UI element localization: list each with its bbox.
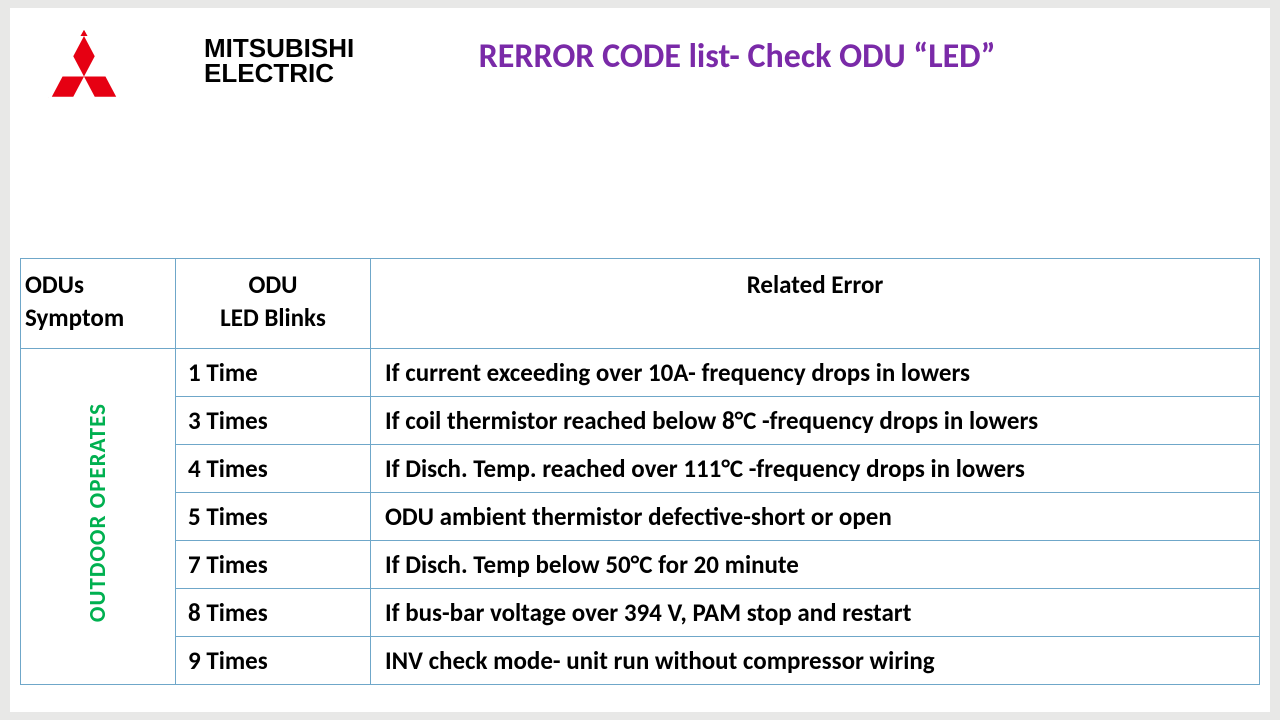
cell-error: INV check mode- unit run without compres…	[371, 637, 1260, 685]
col-header-error: Related Error	[371, 259, 1260, 349]
brand-logo: MITSUBISHI ELECTRIC	[48, 30, 354, 92]
table-row: 9 TimesINV check mode- unit run without …	[21, 637, 1260, 685]
col-header-blinks-l2: LED Blinks	[220, 302, 326, 333]
cell-error: If Disch. Temp below 50°C for 20 minute	[371, 541, 1260, 589]
cell-error: If coil thermistor reached below 8°C -fr…	[371, 397, 1260, 445]
col-header-symptom-l1: ODUs	[25, 269, 169, 302]
error-table-container: ODUsSymptom ODU LED Blinks Related Error…	[20, 258, 1260, 685]
col-header-blinks: ODU LED Blinks	[176, 259, 371, 349]
error-code-table: ODUsSymptom ODU LED Blinks Related Error…	[20, 258, 1260, 685]
brand-line2: ELECTRIC	[204, 61, 354, 86]
table-row: 5 TimesODU ambient thermistor defective-…	[21, 493, 1260, 541]
symptom-cell: OUTDOOR OPERATES	[21, 349, 176, 685]
col-header-symptom-l2: Symptom	[25, 302, 169, 335]
table-row: 4 TimesIf Disch. Temp. reached over 111°…	[21, 445, 1260, 493]
header: MITSUBISHI ELECTRIC RERROR CODE list- Ch…	[10, 8, 1270, 92]
cell-error: If bus-bar voltage over 394 V, PAM stop …	[371, 589, 1260, 637]
page-title: RERROR CODE list- Check ODU “LED”	[354, 30, 1240, 77]
table-row: 3 TimesIf coil thermistor reached below …	[21, 397, 1260, 445]
cell-blinks: 1 Time	[176, 349, 371, 397]
cell-blinks: 3 Times	[176, 397, 371, 445]
slide: MITSUBISHI ELECTRIC RERROR CODE list- Ch…	[10, 8, 1270, 712]
cell-blinks: 7 Times	[176, 541, 371, 589]
table-row: 8 TimesIf bus-bar voltage over 394 V, PA…	[21, 589, 1260, 637]
table-row: 7 TimesIf Disch. Temp below 50°C for 20 …	[21, 541, 1260, 589]
mitsubishi-diamonds-icon	[48, 36, 120, 98]
cell-error: If Disch. Temp. reached over 111°C -freq…	[371, 445, 1260, 493]
cell-blinks: 5 Times	[176, 493, 371, 541]
table-header-row: ODUsSymptom ODU LED Blinks Related Error	[21, 259, 1260, 349]
cell-blinks: 4 Times	[176, 445, 371, 493]
col-header-symptom: ODUsSymptom	[21, 259, 176, 349]
brand-text: MITSUBISHI ELECTRIC	[204, 36, 354, 85]
col-header-blinks-l1: ODU	[249, 269, 298, 300]
cell-blinks: 9 Times	[176, 637, 371, 685]
cell-blinks: 8 Times	[176, 589, 371, 637]
symptom-label: OUTDOOR OPERATES	[84, 403, 112, 622]
cell-error: If current exceeding over 10A- frequency…	[371, 349, 1260, 397]
cell-error: ODU ambient thermistor defective-short o…	[371, 493, 1260, 541]
table-row: OUTDOOR OPERATES1 TimeIf current exceedi…	[21, 349, 1260, 397]
